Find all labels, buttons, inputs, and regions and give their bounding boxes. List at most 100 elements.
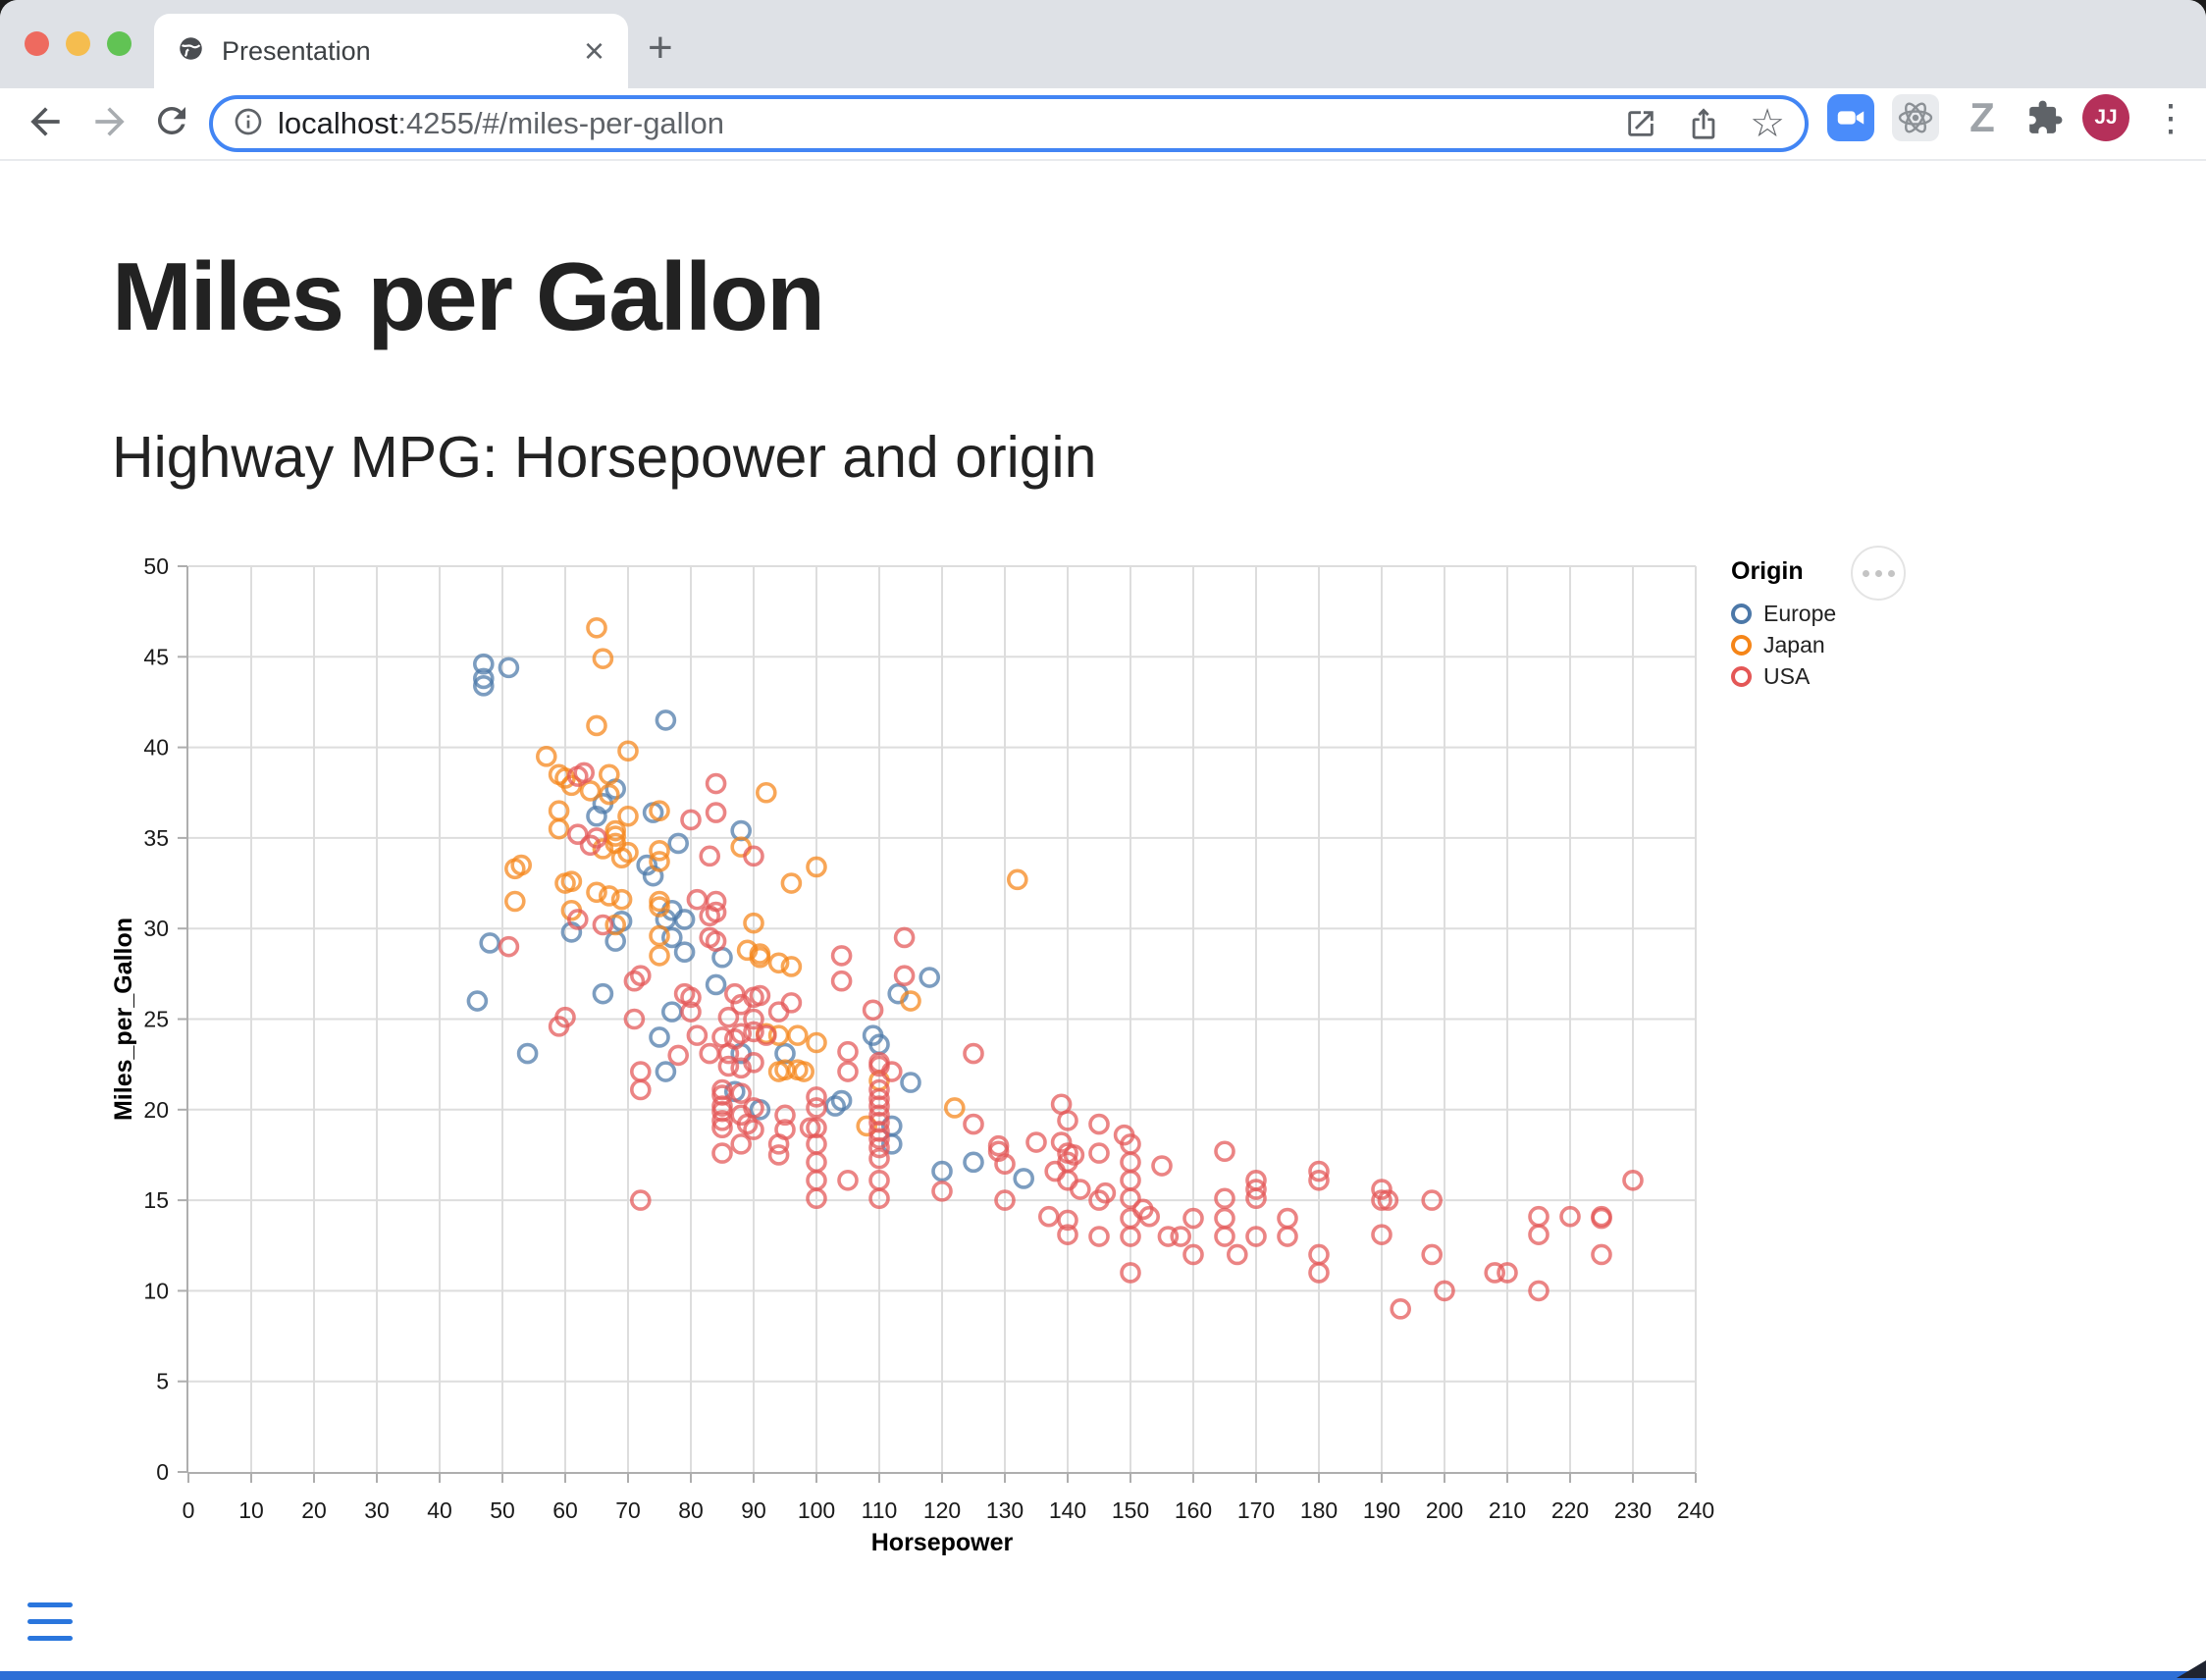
point-usa: [1057, 1169, 1078, 1191]
x-tick-label: 210: [1489, 1497, 1526, 1523]
minimize-window-button[interactable]: [66, 31, 90, 56]
point-japan: [548, 817, 570, 840]
point-usa: [1120, 1133, 1141, 1155]
y-tick-label: 40: [143, 735, 169, 761]
react-devtools-icon[interactable]: [1892, 94, 1939, 141]
presentation-progress-bar: [0, 1671, 2206, 1680]
x-tick-label: 180: [1300, 1497, 1338, 1523]
bookmark-star-icon[interactable]: ☆: [1750, 102, 1785, 145]
close-tab-icon[interactable]: ×: [583, 30, 604, 71]
point-europe: [660, 926, 683, 949]
x-tick-label: 140: [1049, 1497, 1086, 1523]
point-usa: [1277, 1207, 1298, 1230]
slide-menu-button[interactable]: [27, 1602, 73, 1653]
point-europe: [673, 941, 696, 963]
legend-title: Origin: [1731, 557, 1804, 585]
point-usa: [711, 1026, 733, 1048]
profile-avatar[interactable]: JJ: [2082, 94, 2129, 141]
point-usa: [699, 1042, 721, 1065]
globe-favicon-icon: [178, 35, 204, 67]
point-usa: [736, 1113, 759, 1135]
point-usa: [1120, 1226, 1141, 1247]
address-bar[interactable]: localhost:4255/#/miles-per-gallon ☆: [209, 95, 1809, 152]
back-button[interactable]: [24, 100, 67, 143]
point-usa: [837, 1061, 859, 1082]
x-tick-label: 80: [678, 1497, 704, 1523]
point-japan: [767, 952, 790, 974]
point-europe: [730, 819, 753, 842]
point-japan: [649, 890, 670, 913]
point-japan: [503, 858, 526, 880]
point-usa: [566, 765, 589, 787]
point-japan: [610, 888, 633, 911]
point-europe: [610, 911, 633, 932]
point-usa: [1182, 1243, 1204, 1266]
new-tab-button[interactable]: +: [648, 24, 673, 72]
point-usa: [1038, 1205, 1060, 1228]
legend-label: Europe: [1763, 600, 1837, 626]
point-usa: [774, 1104, 796, 1127]
x-tick-label: 150: [1112, 1497, 1149, 1523]
x-tick-label: 0: [183, 1497, 195, 1523]
x-tick-label: 110: [862, 1497, 898, 1523]
forward-button[interactable]: [88, 100, 131, 143]
legend-item-japan[interactable]: Japan: [1731, 629, 1836, 660]
zoom-window-button[interactable]: [107, 31, 131, 56]
point-usa: [705, 930, 727, 952]
point-usa: [699, 845, 721, 867]
point-usa: [723, 982, 746, 1005]
point-usa: [1559, 1205, 1581, 1228]
close-window-button[interactable]: [25, 31, 49, 56]
point-japan: [856, 1115, 878, 1137]
point-europe: [705, 973, 727, 996]
point-japan: [786, 1059, 809, 1080]
vega-actions-button[interactable]: [1851, 546, 1906, 601]
point-usa: [868, 1052, 890, 1074]
point-japan: [900, 990, 921, 1012]
reload-button[interactable]: [151, 100, 194, 143]
point-usa: [711, 1142, 733, 1164]
point-europe: [655, 709, 677, 731]
info-icon[interactable]: [233, 106, 264, 142]
point-usa: [1434, 1280, 1455, 1302]
point-usa: [629, 965, 652, 986]
point-japan: [780, 956, 803, 977]
x-tick-label: 30: [364, 1497, 390, 1523]
point-europe: [649, 1026, 670, 1048]
point-usa: [730, 1023, 753, 1045]
tab-strip: Presentation × +: [0, 0, 2206, 88]
point-japan: [649, 851, 670, 872]
legend-item-usa[interactable]: USA: [1731, 660, 1836, 692]
point-usa: [837, 1169, 859, 1191]
share-icon[interactable]: [1687, 107, 1720, 140]
point-usa: [1214, 1207, 1235, 1230]
x-tick-label: 170: [1237, 1497, 1275, 1523]
point-usa: [705, 802, 727, 823]
y-tick-label: 10: [143, 1278, 169, 1303]
browser-tab[interactable]: Presentation ×: [154, 14, 628, 88]
open-in-new-icon[interactable]: [1624, 107, 1657, 140]
point-usa: [987, 1134, 1010, 1157]
zoom-extension-icon[interactable]: [1827, 94, 1874, 141]
extensions-puzzle-icon[interactable]: [2022, 94, 2069, 141]
x-tick-label: 220: [1551, 1497, 1589, 1523]
point-japan: [806, 856, 827, 878]
browser-menu-icon[interactable]: ⋮: [2152, 97, 2189, 139]
point-japan: [598, 763, 620, 786]
point-europe: [592, 793, 614, 814]
point-usa: [1070, 1179, 1091, 1200]
point-usa: [680, 809, 702, 831]
z-extension-icon[interactable]: Z: [1970, 94, 1995, 140]
point-usa: [1377, 1189, 1399, 1211]
point-europe: [479, 932, 501, 954]
point-usa: [711, 1078, 733, 1101]
url-text[interactable]: localhost:4255/#/miles-per-gallon: [278, 106, 724, 140]
point-usa: [1088, 1226, 1110, 1247]
point-europe: [642, 865, 664, 887]
point-usa: [774, 1119, 796, 1140]
legend-item-europe[interactable]: Europe: [1731, 598, 1836, 629]
point-japan: [586, 714, 607, 737]
point-usa: [806, 1169, 827, 1191]
point-europe: [880, 1133, 903, 1155]
